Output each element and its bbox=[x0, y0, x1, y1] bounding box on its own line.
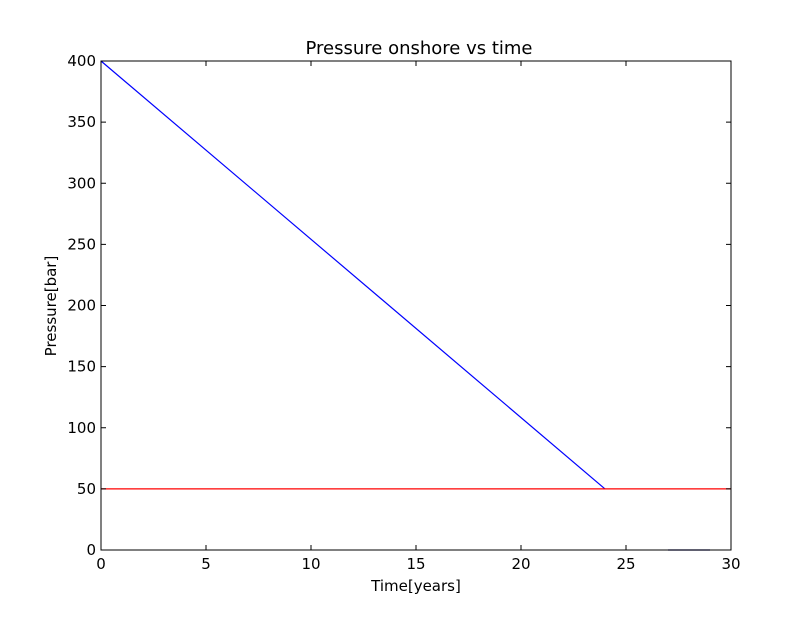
x-tick-label: 15 bbox=[406, 555, 425, 573]
x-axis: 0 5 10 15 20 25 30 bbox=[96, 61, 741, 573]
y-axis: 0 50 100 150 200 250 300 350 400 bbox=[67, 52, 731, 559]
y-tick-label: 300 bbox=[67, 174, 96, 192]
y-tick-label: 400 bbox=[67, 52, 96, 70]
x-tick-label: 5 bbox=[201, 555, 211, 573]
y-tick-label: 100 bbox=[67, 419, 96, 437]
x-tick-label: 10 bbox=[301, 555, 320, 573]
plot-frame bbox=[100, 60, 732, 551]
y-tick-label: 250 bbox=[67, 235, 96, 253]
y-tick-label: 150 bbox=[67, 358, 96, 376]
series-layer bbox=[100, 60, 731, 551]
y-tick-label: 200 bbox=[67, 297, 96, 315]
series-line-0 bbox=[100, 60, 606, 490]
x-tick-label: 0 bbox=[96, 555, 106, 573]
y-tick-label: 0 bbox=[86, 541, 96, 559]
x-tick-label: 20 bbox=[511, 555, 530, 573]
x-tick-label: 25 bbox=[616, 555, 635, 573]
y-axis-label: Pressure[bar] bbox=[42, 256, 60, 357]
chart-title: Pressure onshore vs time bbox=[305, 38, 532, 59]
y-tick-label: 350 bbox=[67, 113, 96, 131]
x-tick-label: 30 bbox=[721, 555, 740, 573]
y-tick-label: 50 bbox=[77, 480, 96, 498]
x-axis-label: Time[years] bbox=[370, 577, 461, 595]
